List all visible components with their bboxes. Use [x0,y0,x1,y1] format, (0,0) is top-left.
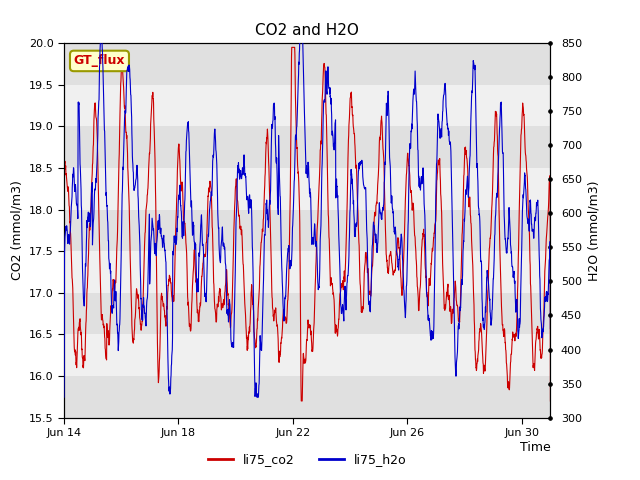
Bar [64,85,550,126]
Bar [64,251,550,293]
Bar [64,376,550,418]
Bar [64,335,550,376]
Bar [64,210,550,251]
Text: GT_flux: GT_flux [74,54,125,67]
Title: CO2 and H2O: CO2 and H2O [255,23,359,38]
Bar [64,126,550,168]
Y-axis label: H2O (mmol/m3): H2O (mmol/m3) [588,180,600,281]
Legend: li75_co2, li75_h2o: li75_co2, li75_h2o [202,448,412,471]
X-axis label: Time: Time [520,441,550,454]
Bar [64,293,550,335]
Y-axis label: CO2 (mmol/m3): CO2 (mmol/m3) [10,180,23,280]
Bar [64,168,550,210]
Bar [64,43,550,85]
